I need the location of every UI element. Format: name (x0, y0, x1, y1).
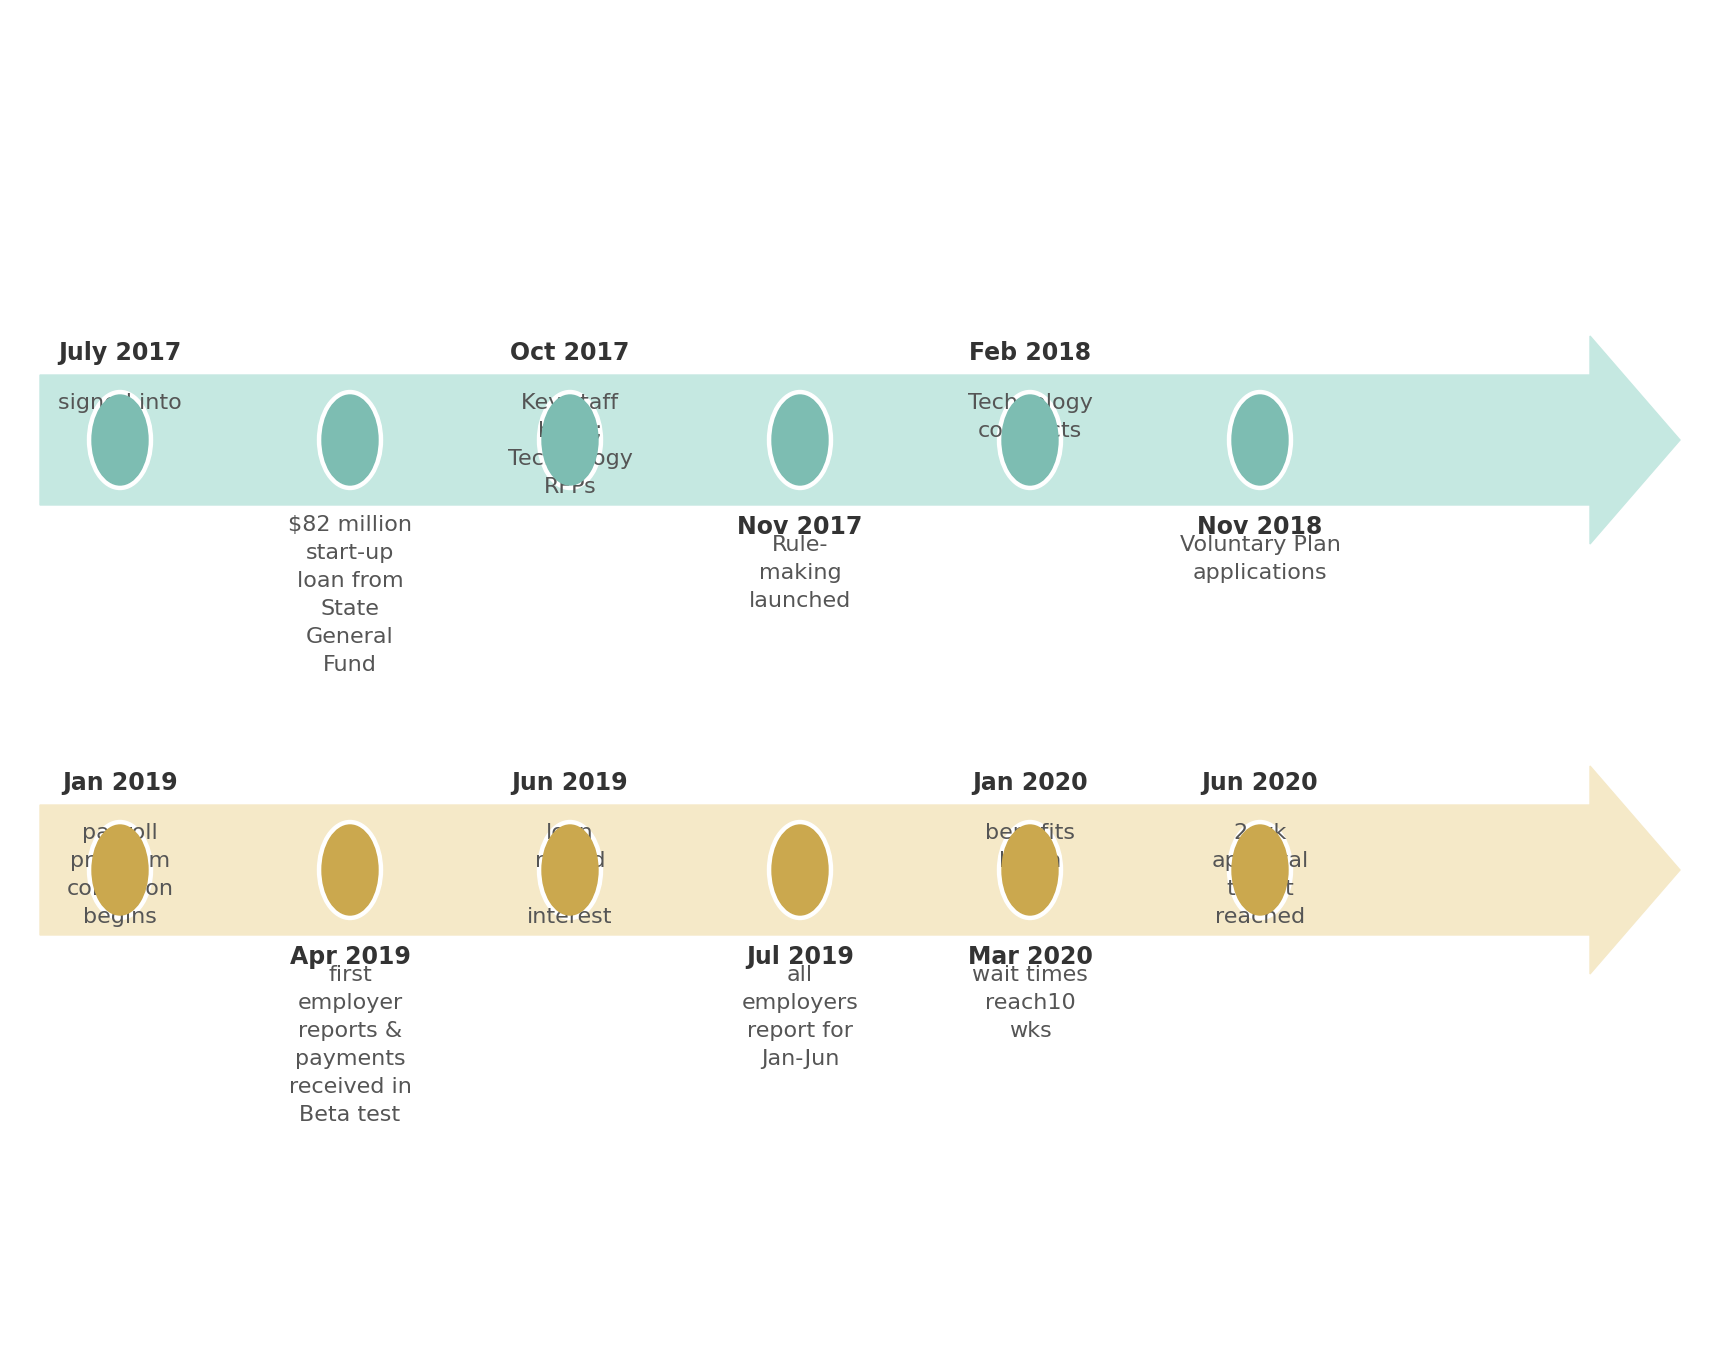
Text: $82 million
start-up
loan from
State
General
Fund: $82 million start-up loan from State Gen… (288, 515, 412, 675)
Text: Voluntary Plan
applications: Voluntary Plan applications (1179, 535, 1339, 583)
Text: Feb 2018: Feb 2018 (968, 341, 1091, 366)
Ellipse shape (767, 390, 831, 489)
Ellipse shape (542, 395, 598, 485)
Text: 2-wk
approval
target
reached: 2-wk approval target reached (1211, 795, 1308, 927)
Ellipse shape (87, 390, 152, 489)
Text: benefits
begin: benefits begin (984, 795, 1074, 871)
Ellipse shape (537, 390, 603, 489)
Ellipse shape (998, 390, 1062, 489)
Text: Nov 2018: Nov 2018 (1197, 515, 1322, 540)
Ellipse shape (1231, 825, 1287, 915)
Ellipse shape (998, 821, 1062, 920)
Text: Jan 2020: Jan 2020 (972, 771, 1088, 795)
Text: all
employers
report for
Jan-Jun: all employers report for Jan-Jun (741, 965, 857, 1070)
Text: Rule-
making
launched: Rule- making launched (748, 535, 850, 612)
Text: Jul 2019: Jul 2019 (746, 945, 854, 969)
Ellipse shape (771, 395, 828, 485)
Text: Oct 2017: Oct 2017 (509, 341, 629, 366)
FancyArrow shape (40, 766, 1678, 974)
Text: Key staff
hired;
Technology
RFPs: Key staff hired; Technology RFPs (507, 366, 632, 497)
Ellipse shape (1226, 821, 1292, 920)
Ellipse shape (1231, 395, 1287, 485)
Text: wait times
reach10
wks: wait times reach10 wks (972, 965, 1088, 1041)
Ellipse shape (92, 395, 147, 485)
Text: first
employer
reports &
payments
received in
Beta test: first employer reports & payments receiv… (289, 965, 410, 1125)
Text: Jun 2019: Jun 2019 (511, 771, 629, 795)
Text: Mar 2020: Mar 2020 (966, 945, 1091, 969)
FancyArrow shape (40, 336, 1678, 544)
Text: Technology
contracts: Technology contracts (966, 366, 1091, 442)
Ellipse shape (1226, 390, 1292, 489)
Text: signed into
law: signed into law (59, 366, 182, 442)
Text: July 2017: July 2017 (59, 341, 182, 366)
Ellipse shape (767, 821, 831, 920)
Text: Apr 2019: Apr 2019 (289, 945, 410, 969)
Ellipse shape (771, 825, 828, 915)
Text: payroll
premium
collection
begins: payroll premium collection begins (66, 795, 173, 927)
Text: Nov 2017: Nov 2017 (736, 515, 863, 540)
Ellipse shape (317, 390, 383, 489)
Ellipse shape (92, 825, 147, 915)
Ellipse shape (322, 395, 378, 485)
Ellipse shape (1001, 395, 1058, 485)
Ellipse shape (322, 825, 378, 915)
Text: loan
repaid
with
interest: loan repaid with interest (527, 795, 613, 927)
Ellipse shape (542, 825, 598, 915)
Text: Jun 2020: Jun 2020 (1200, 771, 1318, 795)
Ellipse shape (87, 821, 152, 920)
Ellipse shape (1001, 825, 1058, 915)
Text: Jan 2019: Jan 2019 (62, 771, 178, 795)
Ellipse shape (317, 821, 383, 920)
Ellipse shape (537, 821, 603, 920)
